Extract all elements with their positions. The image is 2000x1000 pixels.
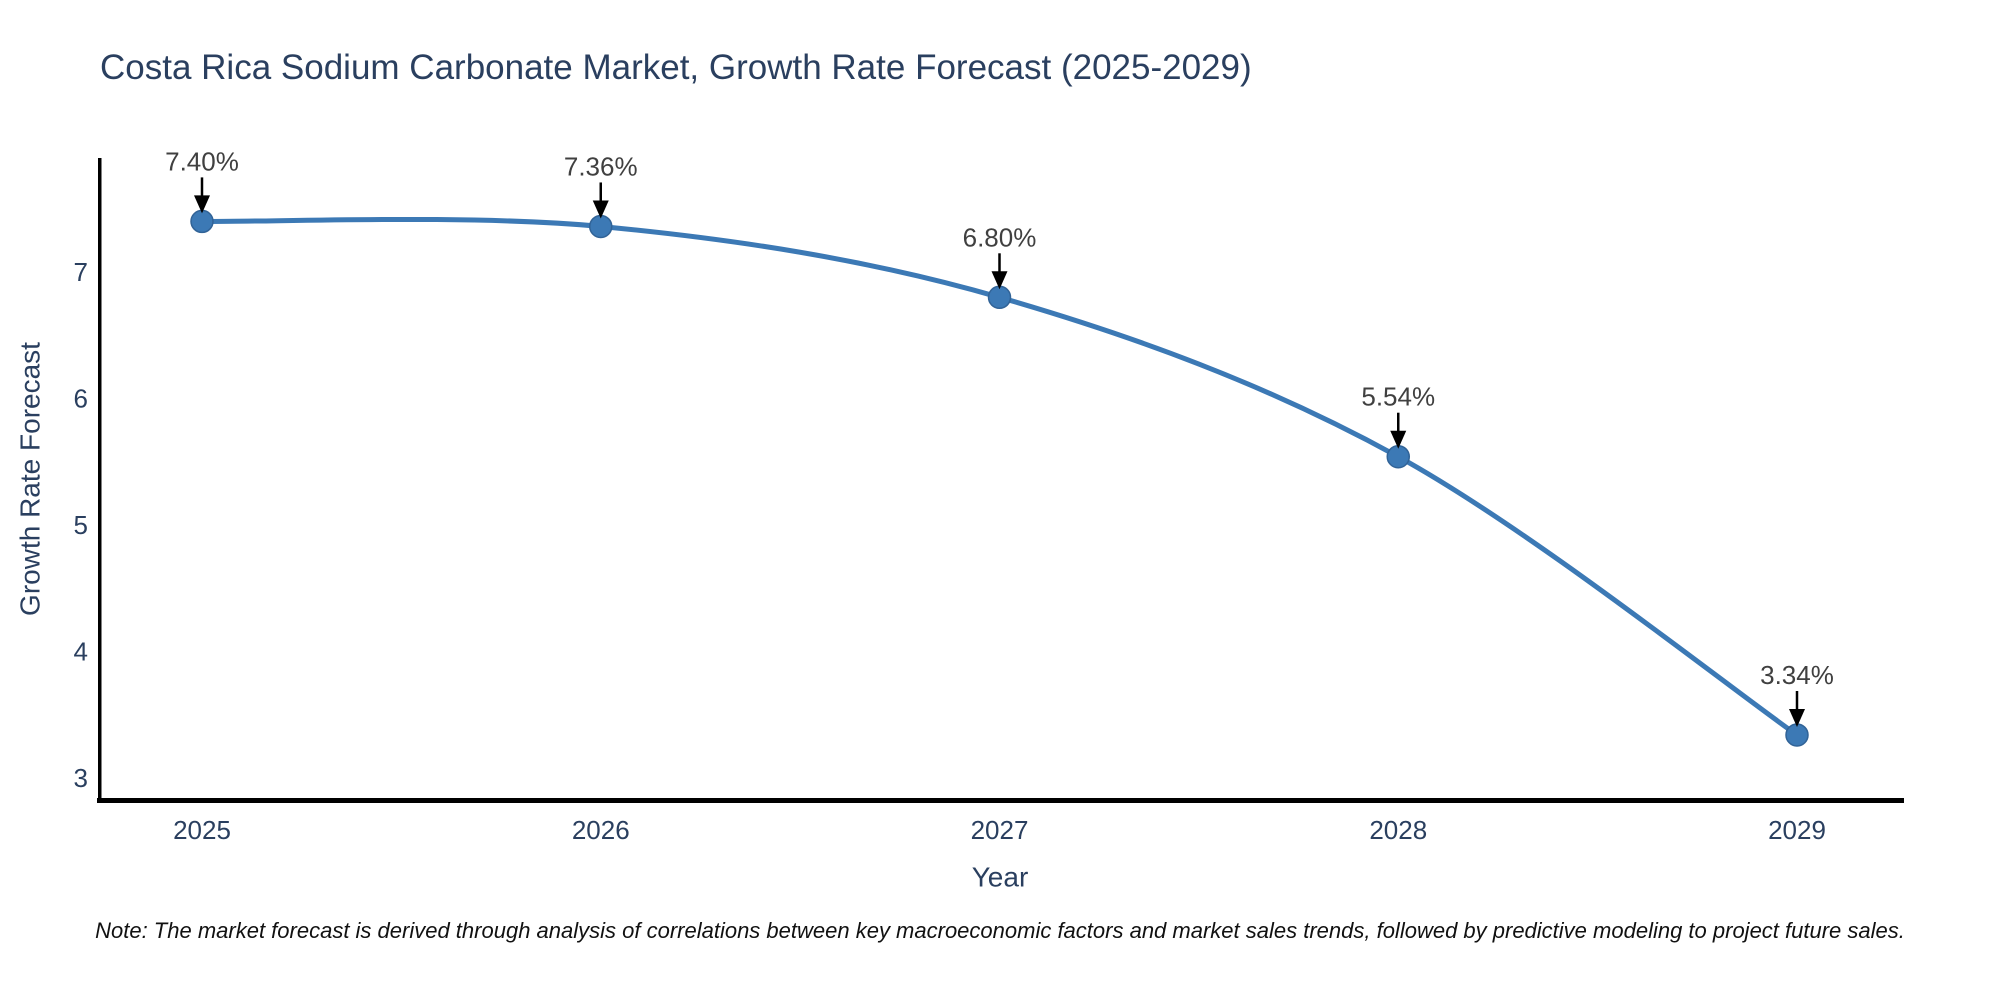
point-annotation: 3.34%: [1760, 660, 1834, 727]
footnote: Note: The market forecast is derived thr…: [95, 918, 1905, 943]
y-axis-title: Growth Rate Forecast: [15, 342, 46, 616]
x-tick-label: 2028: [1369, 815, 1427, 845]
y-tick-label: 7: [74, 257, 88, 287]
x-axis-line: [97, 798, 1904, 803]
point-annotation: 7.40%: [165, 146, 239, 214]
x-tick-label: 2027: [971, 815, 1029, 845]
annotation-arrowhead: [1390, 430, 1407, 449]
chart-title: Costa Rica Sodium Carbonate Market, Grow…: [100, 48, 1252, 87]
point-annotation: 5.54%: [1361, 382, 1435, 449]
annotation-arrowhead: [1789, 708, 1805, 727]
data-point-marker: [589, 214, 613, 239]
y-tick-label: 4: [74, 637, 88, 667]
data-point-marker: [987, 285, 1012, 310]
data-point-marker: [1785, 723, 1809, 747]
point-annotation: 7.36%: [564, 151, 638, 219]
x-tick-label: 2025: [173, 815, 231, 845]
y-tick-label: 3: [74, 763, 88, 793]
point-value-label: 7.40%: [165, 146, 239, 176]
y-tick-label: 6: [74, 384, 88, 414]
y-axis-tick-labels: 3 4 5 6 7: [74, 257, 88, 793]
forecast-line-series: [190, 209, 1809, 747]
point-value-label: 3.34%: [1760, 660, 1834, 690]
annotation-arrowhead: [194, 195, 210, 214]
point-annotation: 6.80%: [963, 222, 1037, 290]
data-point-marker: [190, 209, 214, 234]
x-axis-title: Year: [972, 862, 1029, 893]
x-tick-label: 2026: [572, 815, 630, 845]
point-value-label: 7.36%: [564, 151, 638, 181]
annotation-arrowhead: [991, 271, 1008, 290]
point-value-label: 6.80%: [963, 222, 1037, 252]
y-axis-line: [98, 158, 102, 802]
x-tick-label: 2029: [1768, 815, 1826, 845]
point-value-label: 5.54%: [1361, 382, 1435, 412]
y-tick-label: 5: [74, 510, 88, 540]
data-point-marker: [1386, 444, 1410, 469]
axis-spines: [97, 158, 1904, 803]
annotation-arrowhead: [592, 200, 609, 219]
point-annotations: 7.40% 7.36% 6.80% 5.54% 3.34%: [165, 146, 1834, 727]
x-axis-tick-labels: 2025 2026 2027 2028 2029: [173, 815, 1826, 845]
